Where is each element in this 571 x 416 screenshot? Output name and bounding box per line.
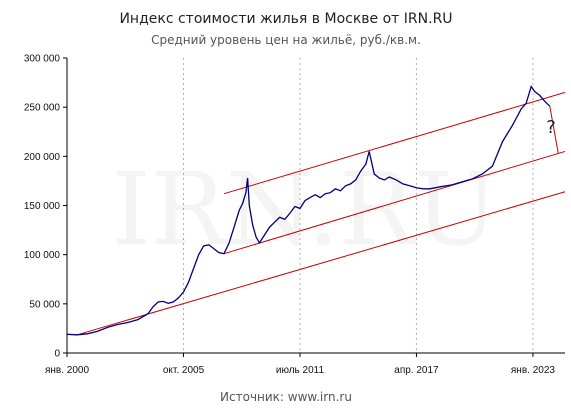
watermark: IRN.RU	[111, 151, 498, 268]
y-tick-labels: 0 50 000 100 000 150 000 200 000 250 000 300 0…	[24, 54, 61, 360]
axes	[63, 57, 565, 357]
y-tick-label: 300 000	[24, 54, 61, 65]
trend-line	[223, 91, 566, 195]
trend-line	[549, 106, 559, 154]
price-index-line	[66, 85, 551, 336]
y-tick-label: 100 000	[24, 250, 61, 261]
y-tick-label: 200 000	[24, 152, 61, 163]
x-tick-label: окт. 2005	[163, 365, 205, 376]
y-tick-label: 150 000	[24, 201, 61, 212]
trend-channel-lines	[75, 91, 566, 336]
y-tick-label: 0	[54, 349, 60, 360]
trend-line	[223, 150, 566, 255]
x-tick-labels: янв. 2000 окт. 2005 июль 2011 апр. 2017 янв.…	[45, 365, 555, 376]
x-tick-label: июль 2011	[276, 365, 325, 376]
y-tick-label: 250 000	[24, 103, 61, 114]
x-tick-label: апр. 2017	[394, 365, 439, 376]
chart-title: Индекс стоимости жилья в Москве от IRN.R…	[119, 11, 452, 27]
source-credit: Источник: www.irn.ru	[220, 390, 352, 404]
chart-subtitle: Средний уровень цен на жильё, руб./кв.м.	[151, 33, 421, 47]
forecast-question-mark: ?	[546, 117, 556, 138]
x-tick-label: янв. 2000	[45, 365, 89, 376]
trend-line	[75, 191, 566, 336]
x-tick-label: янв. 2023	[511, 365, 555, 376]
y-tick-label: 50 000	[29, 299, 60, 310]
